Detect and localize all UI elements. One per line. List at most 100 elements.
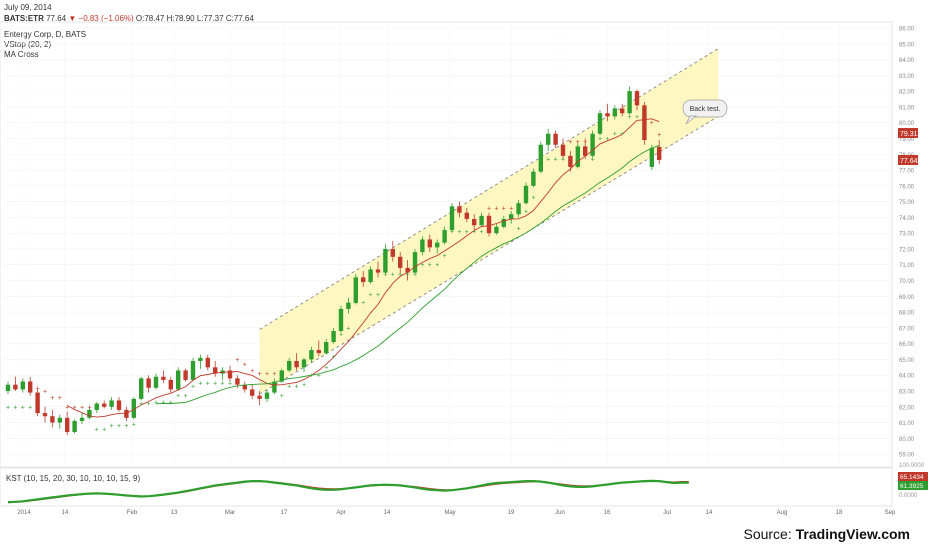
vstop-marker: +: [302, 382, 306, 389]
vstop-marker: +: [583, 139, 587, 146]
y-tick-label: 85.00: [899, 42, 915, 48]
candle-body: [227, 370, 233, 379]
vstop-marker: +: [213, 381, 217, 388]
y-tick-label: 74.00: [899, 216, 915, 222]
vstop-marker: +: [354, 300, 358, 307]
candle-body: [553, 133, 558, 145]
vstop-marker: +: [605, 136, 609, 143]
vstop-marker: +: [117, 423, 121, 430]
callout-bubble: [682, 99, 728, 118]
candle-body: [464, 212, 469, 219]
candle-body: [146, 378, 151, 388]
price-pane-border: [0, 21, 893, 468]
x-tick-label: 13: [171, 510, 178, 516]
y-tick-label: 80.00: [899, 121, 915, 127]
time-axis[interactable]: 2014 14 Feb 13 Mar 17 Apr 14 May 19 Jun 16 Jul 14 Aug 1…: [17, 510, 896, 516]
last-price: 77.64: [46, 14, 67, 23]
source-brand[interactable]: TradingView.com: [795, 526, 910, 542]
vstop-marker: +: [472, 229, 476, 236]
vstop-marker: +: [443, 253, 447, 260]
candle-body: [257, 395, 262, 399]
candle-body: [634, 91, 640, 106]
moving-averages: [66, 118, 660, 418]
x-tick-label: 14: [62, 510, 69, 516]
candle-body: [435, 242, 440, 248]
study-ma-cross[interactable]: MA Cross: [4, 50, 39, 59]
candle-body: [139, 378, 144, 399]
vstop-marker: +: [346, 325, 350, 332]
vstop-marker: +: [36, 385, 40, 392]
candle-body: [279, 370, 284, 382]
candle-body: [383, 248, 388, 273]
candle-body: [531, 171, 536, 186]
study-main[interactable]: Entergy Corp, D, BATS: [4, 30, 87, 39]
candle-body: [472, 218, 477, 226]
vstop-marker: +: [295, 384, 299, 391]
kst-pane-border: [0, 467, 893, 507]
vstop-marker: +: [428, 262, 432, 269]
candle-body: [72, 420, 77, 433]
candle-body: [612, 108, 617, 117]
vstop-marker: +: [50, 395, 54, 402]
source-prefix: Source:: [743, 526, 796, 542]
candle-body: [331, 331, 336, 343]
channel-upper-line: [259, 48, 719, 330]
source-credit: Source: TradingView.com: [743, 526, 910, 542]
kst-signal-badge: [898, 481, 928, 490]
study-vstop[interactable]: VStop (20, 2): [4, 40, 52, 49]
candle-body: [442, 230, 447, 243]
candle-body: [87, 409, 92, 418]
candle-body: [509, 214, 514, 219]
y-tick-label: 77.00: [899, 169, 915, 175]
candle-body: [102, 403, 107, 407]
close-value: C:77.64: [225, 14, 254, 23]
candle-body: [649, 147, 654, 167]
y-tick-label: 60.00: [899, 437, 915, 443]
price-badges: 79.31 77.64: [898, 128, 918, 165]
channel-lower-line: [259, 116, 719, 395]
x-tick-label: Aug: [777, 510, 788, 516]
vstop-marker: +: [487, 205, 491, 212]
vstop-marker: +: [420, 262, 424, 269]
y-tick-label: 73.00: [899, 232, 915, 238]
vstop-marker: +: [576, 139, 580, 146]
candle-body: [479, 215, 484, 226]
vstop-marker: +: [221, 381, 225, 388]
candle-body: [427, 239, 432, 248]
chart-date: July 09, 2014: [4, 3, 52, 12]
candle-body: [42, 413, 48, 417]
symbol[interactable]: BATS:ETR: [4, 14, 44, 23]
vstop-marker: +: [450, 229, 454, 236]
candle-body: [523, 185, 529, 204]
candle-body: [361, 277, 366, 283]
candle-body: [35, 392, 40, 414]
candle-body: [50, 416, 55, 423]
y-tick-label: 82.00: [899, 90, 915, 96]
candle-body: [568, 155, 573, 167]
x-tick-label: 2014: [17, 510, 31, 516]
y-tick-label: 64.00: [899, 374, 915, 380]
x-tick-label: 16: [604, 510, 611, 516]
y-tick-label: 65.00: [899, 358, 915, 364]
candle-body: [657, 146, 662, 160]
vstop-marker: +: [361, 300, 365, 307]
kst-label[interactable]: KST (10, 15, 20, 30, 10, 10, 10, 15, 9): [6, 474, 141, 483]
candle-body: [560, 144, 566, 156]
vstop-marker: +: [258, 371, 262, 378]
down-arrow-icon: ▼: [68, 14, 77, 23]
x-tick-label: Jun: [555, 510, 565, 516]
vstop-badge-text: 79.31: [900, 131, 918, 138]
vstop-marker: +: [21, 404, 25, 411]
y-tick-label: 76.00: [899, 184, 915, 190]
vstop-marker: +: [280, 393, 284, 400]
price-axis[interactable]: 86.00 85.00 84.00 83.00 82.00 81.00 80.00 79.00…: [899, 27, 915, 459]
vstop-marker: +: [28, 404, 32, 411]
candle-body: [368, 269, 373, 283]
candle-body: [642, 105, 647, 141]
callout-text: Back test.: [690, 106, 721, 113]
x-tick-label: 14: [384, 510, 391, 516]
callout-pointer: [685, 115, 697, 125]
candle-body: [153, 376, 159, 388]
y-tick-label: 68.00: [899, 311, 915, 317]
